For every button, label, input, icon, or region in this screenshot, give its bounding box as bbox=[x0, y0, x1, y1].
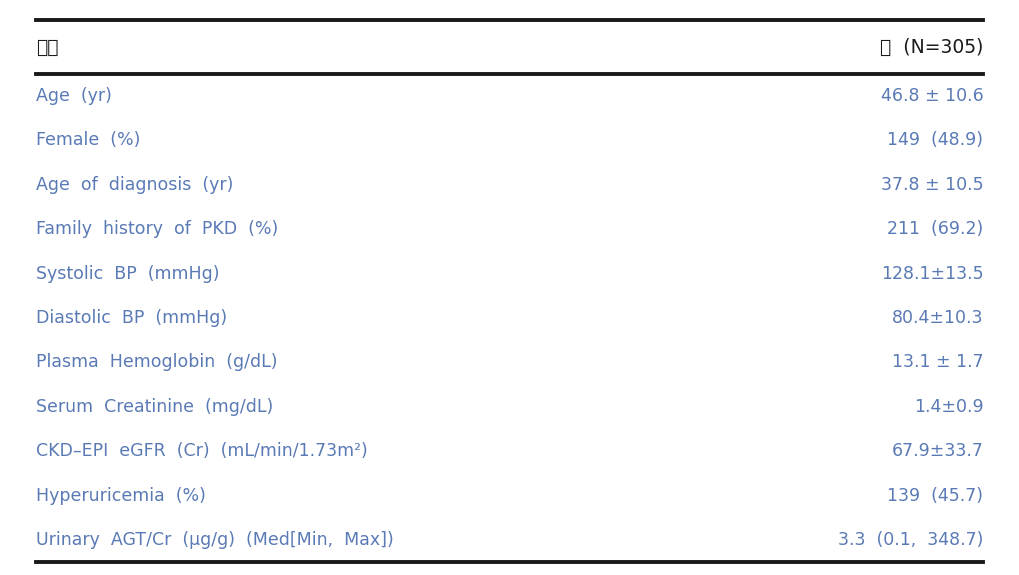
Text: 13.1 ± 1.7: 13.1 ± 1.7 bbox=[892, 354, 983, 371]
Text: Female  (%): Female (%) bbox=[36, 131, 140, 150]
Text: Plasma  Hemoglobin  (g/dL): Plasma Hemoglobin (g/dL) bbox=[36, 354, 277, 371]
Text: CKD–EPI  eGFR  (Cr)  (mL/min/1.73m²): CKD–EPI eGFR (Cr) (mL/min/1.73m²) bbox=[36, 442, 368, 460]
Text: Hyperuricemia  (%): Hyperuricemia (%) bbox=[36, 486, 206, 505]
Text: Serum  Creatinine  (mg/dL): Serum Creatinine (mg/dL) bbox=[36, 398, 273, 416]
Text: 139  (45.7): 139 (45.7) bbox=[888, 486, 983, 505]
Text: 46.8 ± 10.6: 46.8 ± 10.6 bbox=[880, 87, 983, 105]
Text: 값  (N=305): 값 (N=305) bbox=[880, 37, 983, 57]
Text: 항목: 항목 bbox=[36, 37, 58, 57]
Text: 149  (48.9): 149 (48.9) bbox=[888, 131, 983, 150]
Text: 3.3  (0.1,  348.7): 3.3 (0.1, 348.7) bbox=[838, 531, 983, 549]
Text: 128.1±13.5: 128.1±13.5 bbox=[880, 264, 983, 282]
Text: Age  of  diagnosis  (yr): Age of diagnosis (yr) bbox=[36, 176, 233, 194]
Text: Family  history  of  PKD  (%): Family history of PKD (%) bbox=[36, 220, 278, 238]
Text: 80.4±10.3: 80.4±10.3 bbox=[892, 309, 983, 327]
Text: Urinary  AGT/Cr  (μg/g)  (Med[Min,  Max]): Urinary AGT/Cr (μg/g) (Med[Min, Max]) bbox=[36, 531, 393, 549]
Text: Diastolic  BP  (mmHg): Diastolic BP (mmHg) bbox=[36, 309, 227, 327]
Text: 37.8 ± 10.5: 37.8 ± 10.5 bbox=[880, 176, 983, 194]
Text: Age  (yr): Age (yr) bbox=[36, 87, 111, 105]
Text: 67.9±33.7: 67.9±33.7 bbox=[892, 442, 983, 460]
Text: 1.4±0.9: 1.4±0.9 bbox=[914, 398, 983, 416]
Text: Systolic  BP  (mmHg): Systolic BP (mmHg) bbox=[36, 264, 219, 282]
Text: 211  (69.2): 211 (69.2) bbox=[888, 220, 983, 238]
